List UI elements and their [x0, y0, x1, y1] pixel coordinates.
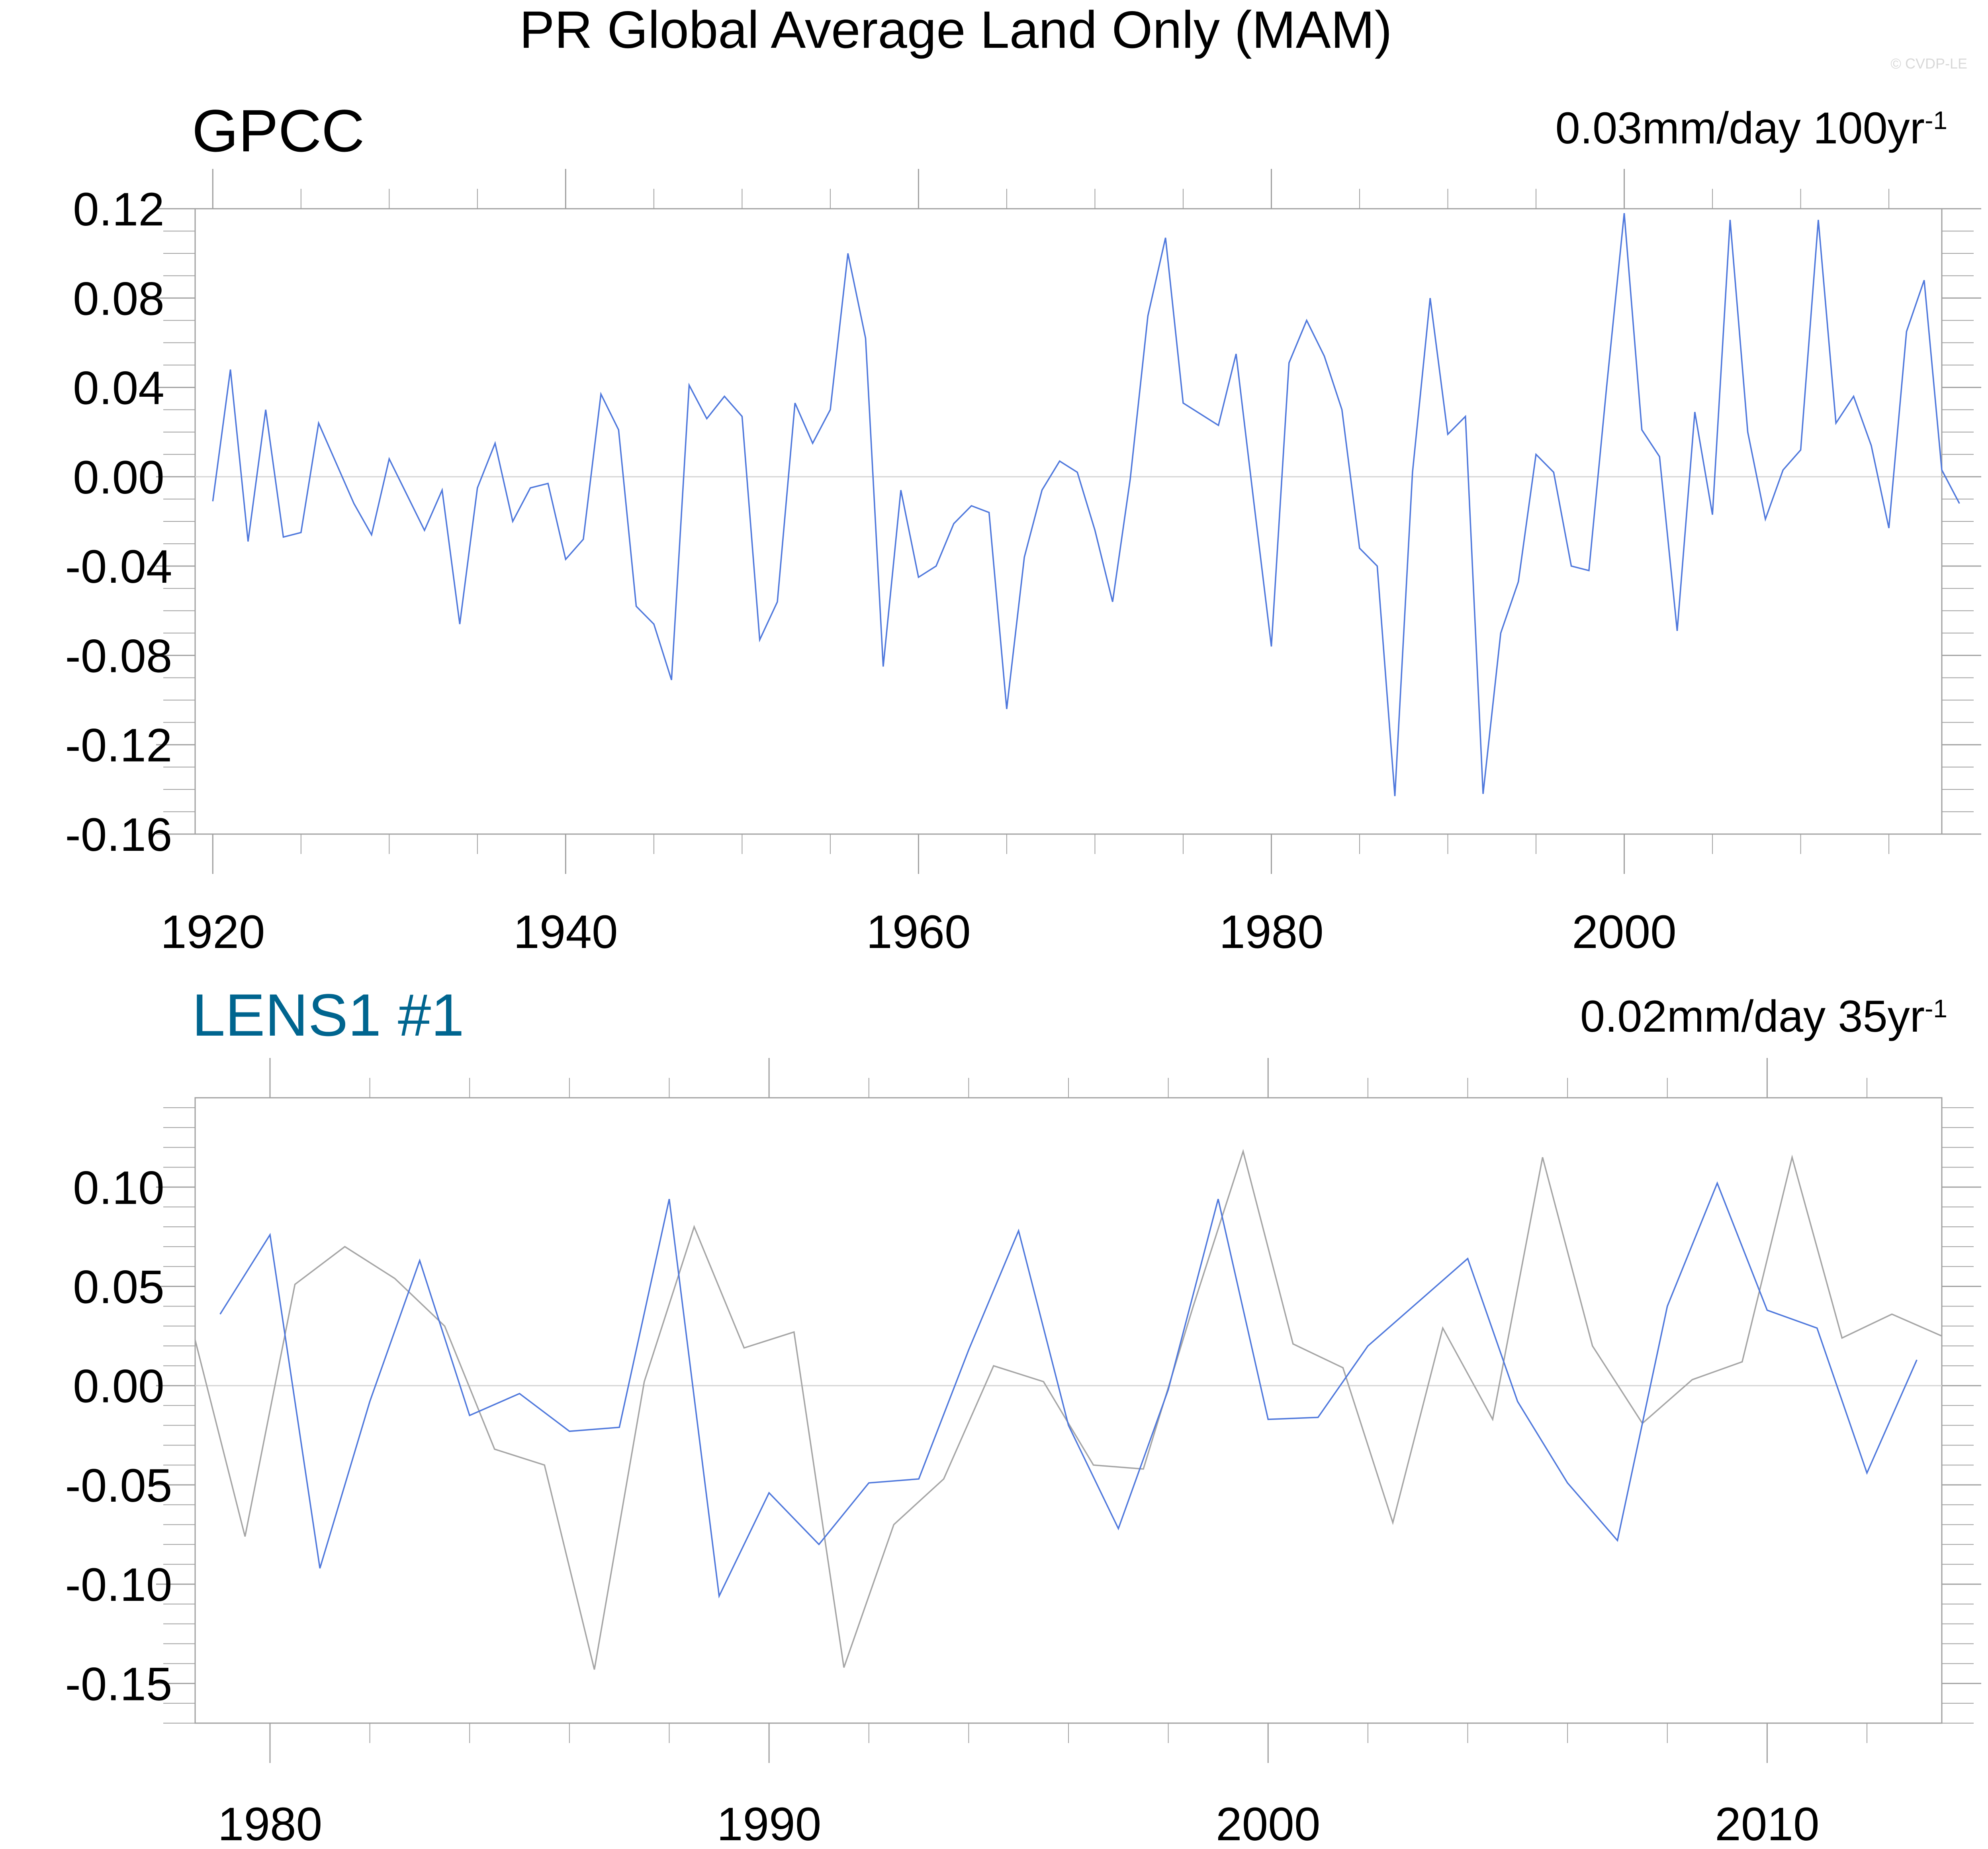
y-tick-label: 0.00: [73, 451, 164, 504]
panel-label: GPCC: [192, 97, 364, 164]
y-tick-label: 0.08: [73, 272, 164, 325]
x-tick-label: 2010: [1715, 1798, 1820, 1849]
y-tick-label: 0.00: [73, 1360, 164, 1413]
y-tick-label: 0.05: [73, 1261, 164, 1313]
trend-value: 0.02mm/day 35yr: [1580, 991, 1925, 1041]
y-tick-label: -0.05: [65, 1459, 172, 1512]
trend-exponent: -1: [1925, 106, 1947, 135]
trend-value: 0.03mm/day 100yr: [1556, 103, 1925, 153]
y-tick-label: -0.08: [65, 630, 172, 682]
x-tick-label: 1940: [513, 906, 618, 958]
panel-label: LENS1 #1: [192, 981, 464, 1048]
x-tick-label: 2000: [1216, 1798, 1321, 1849]
panels: 0.12 0.08 0.04 0.00 -0.04 -0.08 -0.12 -0.16 1920…: [65, 97, 1981, 1849]
trend-exponent: -1: [1925, 994, 1947, 1023]
trend-label: 0.02mm/day 35yr-1: [1580, 991, 1947, 1041]
x-tick-label: 1980: [1219, 906, 1324, 958]
y-tick-label: -0.16: [65, 809, 172, 861]
panel-2: 0.10 0.05 0.00 -0.05 -0.10 -0.15 1980 1990 2000 2…: [65, 981, 1981, 1849]
x-tick-label: 2000: [1572, 906, 1677, 958]
y-tick-label: -0.10: [65, 1559, 172, 1611]
y-tick-label: 0.12: [73, 183, 164, 236]
y-tick-label: 0.04: [73, 362, 164, 415]
series-line-lens1-1: [219, 1181, 1918, 1599]
panel-1: 0.12 0.08 0.04 0.00 -0.04 -0.08 -0.12 -0.16 1920…: [65, 97, 1981, 958]
y-tick-label: -0.04: [65, 541, 172, 593]
y-tick-label: 0.10: [73, 1162, 164, 1214]
series-line-gpcc: [212, 213, 1960, 796]
x-tick-label: 1990: [717, 1798, 822, 1849]
x-tick-label: 1920: [160, 906, 265, 958]
figure-title: PR Global Average Land Only (MAM): [519, 0, 1392, 59]
watermark: © CVDP-LE: [1890, 55, 1967, 72]
y-tick-label: -0.15: [65, 1658, 172, 1710]
x-tick-label: 1960: [866, 906, 971, 958]
trend-label: 0.03mm/day 100yr-1: [1556, 103, 1947, 153]
x-tick-label: 1980: [218, 1798, 323, 1849]
y-tick-label: -0.12: [65, 719, 172, 772]
